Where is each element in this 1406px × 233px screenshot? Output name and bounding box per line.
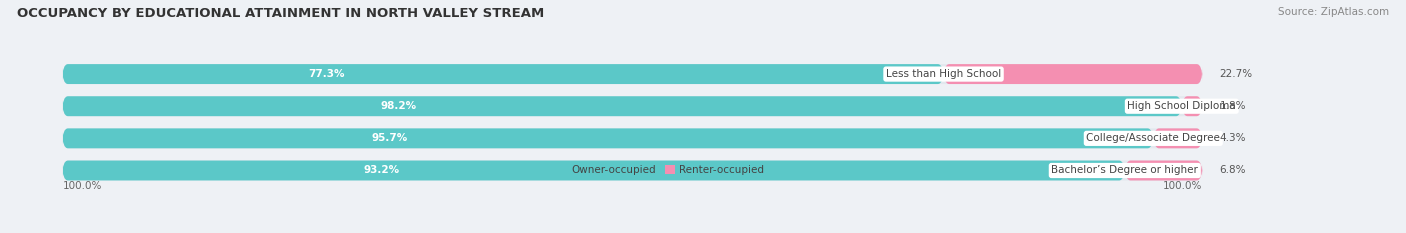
Legend: Owner-occupied, Renter-occupied: Owner-occupied, Renter-occupied xyxy=(553,161,769,179)
FancyBboxPatch shape xyxy=(62,64,1202,84)
Text: Less than High School: Less than High School xyxy=(886,69,1001,79)
Text: 95.7%: 95.7% xyxy=(371,133,408,143)
Text: Source: ZipAtlas.com: Source: ZipAtlas.com xyxy=(1278,7,1389,17)
FancyBboxPatch shape xyxy=(943,64,1202,84)
FancyBboxPatch shape xyxy=(62,96,1182,116)
Text: OCCUPANCY BY EDUCATIONAL ATTAINMENT IN NORTH VALLEY STREAM: OCCUPANCY BY EDUCATIONAL ATTAINMENT IN N… xyxy=(17,7,544,20)
Text: Bachelor’s Degree or higher: Bachelor’s Degree or higher xyxy=(1052,165,1198,175)
Text: 100.0%: 100.0% xyxy=(1163,181,1202,191)
FancyBboxPatch shape xyxy=(1182,96,1202,116)
FancyBboxPatch shape xyxy=(62,128,1202,148)
FancyBboxPatch shape xyxy=(62,161,1125,180)
Text: 1.8%: 1.8% xyxy=(1219,101,1246,111)
FancyBboxPatch shape xyxy=(1125,161,1202,180)
Text: 93.2%: 93.2% xyxy=(363,165,399,175)
Text: College/Associate Degree: College/Associate Degree xyxy=(1087,133,1220,143)
FancyBboxPatch shape xyxy=(62,161,1202,180)
FancyBboxPatch shape xyxy=(62,64,943,84)
Text: 98.2%: 98.2% xyxy=(380,101,416,111)
Text: 6.8%: 6.8% xyxy=(1219,165,1246,175)
Text: 77.3%: 77.3% xyxy=(308,69,344,79)
Text: 100.0%: 100.0% xyxy=(62,181,101,191)
FancyBboxPatch shape xyxy=(62,96,1202,116)
Text: 22.7%: 22.7% xyxy=(1219,69,1253,79)
Text: High School Diploma: High School Diploma xyxy=(1128,101,1236,111)
FancyBboxPatch shape xyxy=(62,128,1153,148)
FancyBboxPatch shape xyxy=(1153,128,1202,148)
Text: 4.3%: 4.3% xyxy=(1219,133,1246,143)
